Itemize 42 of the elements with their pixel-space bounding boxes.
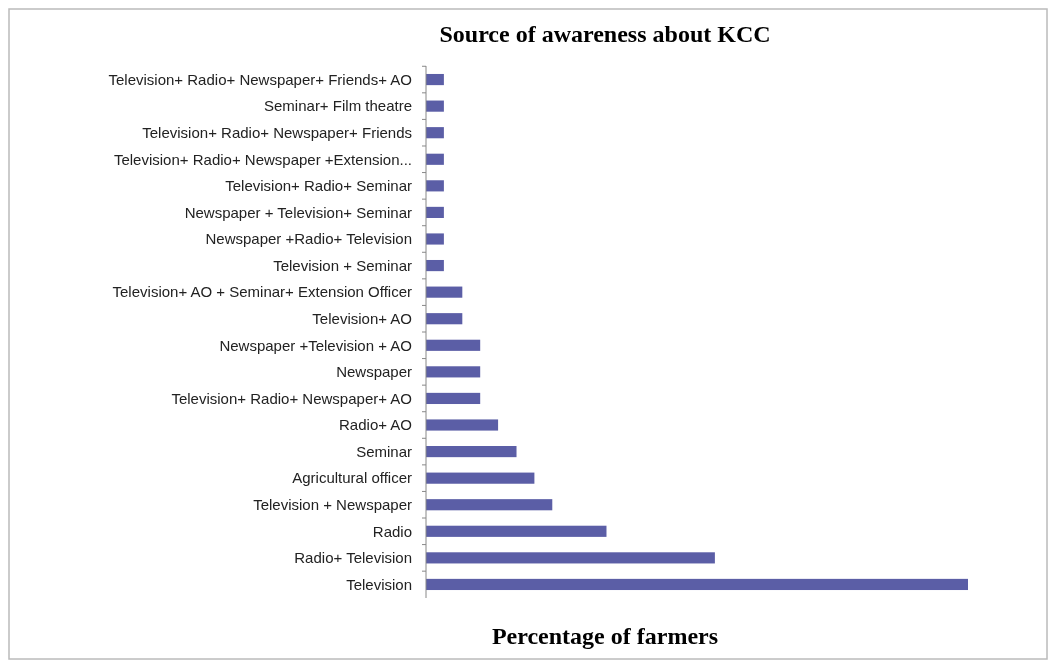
x-axis-title: Percentage of farmers [491, 623, 719, 649]
y-tick-label: Television+ AO [312, 309, 412, 327]
bar [426, 73, 444, 86]
bar [426, 286, 463, 298]
bar [426, 127, 444, 139]
y-tick-label: Seminar [356, 442, 412, 460]
bar [426, 392, 481, 405]
bar [426, 180, 444, 192]
y-tick-label: Television+ Radio+ Newspaper +Extension... [113, 150, 412, 168]
bar [426, 206, 444, 218]
y-tick-label: Television+ Radio+ Seminar [225, 177, 412, 195]
bar [426, 339, 481, 351]
y-tick-label: Television [346, 575, 412, 593]
y-tick-label: Radio+ Television [294, 549, 412, 567]
bar [426, 153, 444, 165]
y-tick-label: Television+ AO + Seminar+ Extension Officer [112, 283, 412, 301]
y-tick-label: Television + Newspaper [253, 495, 412, 513]
bar [426, 259, 444, 272]
y-tick-label: Television+ Radio+ Newspaper+ Friends+ AO [108, 70, 412, 88]
bar [426, 472, 535, 484]
y-tick-label: Agricultural officer [292, 469, 412, 487]
y-tick-label: Television+ Radio+ Newspaper+ Friends [142, 123, 412, 141]
chart-title: Source of awareness about KCC [439, 21, 771, 47]
bar [426, 233, 444, 245]
y-tick-label: Television + Seminar [273, 256, 412, 274]
y-tick-label: Seminar+ Film theatre [264, 97, 412, 115]
y-tick-label: Television+ Radio+ Newspaper+ AO [171, 389, 412, 407]
y-tick-label: Radio [372, 522, 412, 540]
y-tick-label: Radio+ AO [339, 416, 412, 434]
y-tick-label: Newspaper [336, 363, 412, 381]
y-tick-label: Newspaper + Television+ Seminar [184, 203, 412, 221]
bar [426, 366, 481, 378]
bar [426, 525, 607, 537]
bar [426, 446, 517, 458]
bar [426, 419, 499, 431]
bar [426, 100, 444, 112]
bar [426, 313, 463, 325]
y-tick-label: Newspaper +Television + AO [219, 336, 412, 354]
y-tick-label: Newspaper +Radio+ Television [205, 230, 412, 248]
bar [426, 578, 968, 591]
bar [426, 499, 553, 511]
bar [426, 552, 715, 564]
